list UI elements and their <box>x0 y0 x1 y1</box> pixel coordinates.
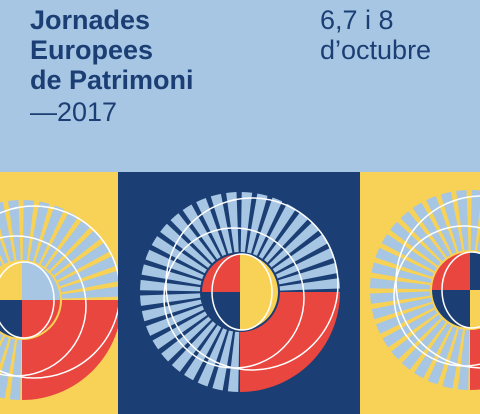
spoke <box>184 325 222 381</box>
inner-quadrant <box>0 262 22 300</box>
hole-outline <box>441 251 480 329</box>
spoke <box>57 256 116 287</box>
dates-line: 6,7 i 8 <box>320 5 394 35</box>
spoke <box>412 202 451 258</box>
inner-quadrant <box>240 254 278 292</box>
spoke <box>427 326 457 385</box>
spoke <box>197 328 227 387</box>
spoke <box>9 339 22 400</box>
spoke <box>456 190 469 251</box>
spoke <box>141 264 202 286</box>
spoke <box>275 248 334 279</box>
spoke <box>28 201 50 262</box>
header-background <box>0 0 480 172</box>
inner-quadrant <box>470 290 480 328</box>
spoke <box>375 247 434 277</box>
spoke <box>46 220 91 271</box>
spoke <box>442 328 464 389</box>
inner-quadrant <box>240 292 278 330</box>
spoke <box>240 192 253 253</box>
spoke <box>22 200 35 261</box>
spoke <box>246 193 268 254</box>
outline <box>0 205 118 379</box>
inner-quadrant <box>0 300 22 338</box>
inner-quadrant <box>202 254 240 292</box>
spoke <box>54 242 110 281</box>
spoke <box>370 277 431 290</box>
outline <box>393 225 480 367</box>
title-line: Jornades <box>30 5 150 35</box>
hole-outline <box>0 261 55 339</box>
spoke <box>8 200 21 261</box>
title-line: de Patrimoni <box>30 65 194 95</box>
spoke <box>414 323 452 379</box>
inner-quadrant <box>432 252 470 290</box>
spoke <box>278 262 339 285</box>
spoke <box>0 239 9 265</box>
inner-quadrant <box>202 292 240 330</box>
ring-segment <box>240 292 340 392</box>
wheel <box>140 192 340 392</box>
inner-quadrant <box>22 262 60 300</box>
outline <box>163 227 305 369</box>
spoke <box>35 205 65 264</box>
spoke <box>40 211 78 267</box>
spoke <box>390 221 441 266</box>
spoke <box>370 291 431 304</box>
spoke <box>210 193 233 254</box>
spoke <box>258 203 296 259</box>
wheels <box>0 190 480 400</box>
inner-quadrant <box>432 290 470 328</box>
spoke <box>226 192 239 253</box>
spoke <box>60 270 118 293</box>
spoke <box>145 249 204 279</box>
hole-outline <box>211 253 273 331</box>
title-line: Europees <box>30 35 153 65</box>
spoke <box>182 204 221 260</box>
inner-quadrant <box>22 300 60 338</box>
spoke <box>272 234 328 273</box>
spoke <box>50 230 101 276</box>
wheel <box>370 190 480 390</box>
spoke <box>0 260 3 267</box>
spoke <box>371 297 432 320</box>
spoke <box>0 201 15 262</box>
inner-quadrant <box>470 252 480 290</box>
spoke <box>227 331 240 392</box>
spoke <box>160 223 211 268</box>
spoke <box>140 279 201 292</box>
spoke <box>0 336 9 364</box>
spoke <box>440 191 463 252</box>
spoke <box>141 299 202 322</box>
spoke <box>264 212 309 263</box>
spoke <box>400 211 446 262</box>
spoke <box>457 329 470 390</box>
spoke <box>212 330 234 391</box>
spoke <box>0 333 4 342</box>
dates-line: d’octubre <box>320 35 431 65</box>
spoke <box>170 213 216 264</box>
year: —2017 <box>30 97 117 127</box>
spoke <box>140 293 201 306</box>
wheel <box>0 200 118 400</box>
spoke <box>61 286 118 299</box>
spoke <box>253 197 283 256</box>
spoke <box>470 190 480 251</box>
spoke <box>279 278 340 291</box>
spoke <box>0 338 16 399</box>
outline <box>0 235 87 377</box>
spoke <box>476 233 480 252</box>
spoke <box>371 262 432 284</box>
spoke <box>268 222 319 268</box>
ring-segment <box>470 328 480 390</box>
